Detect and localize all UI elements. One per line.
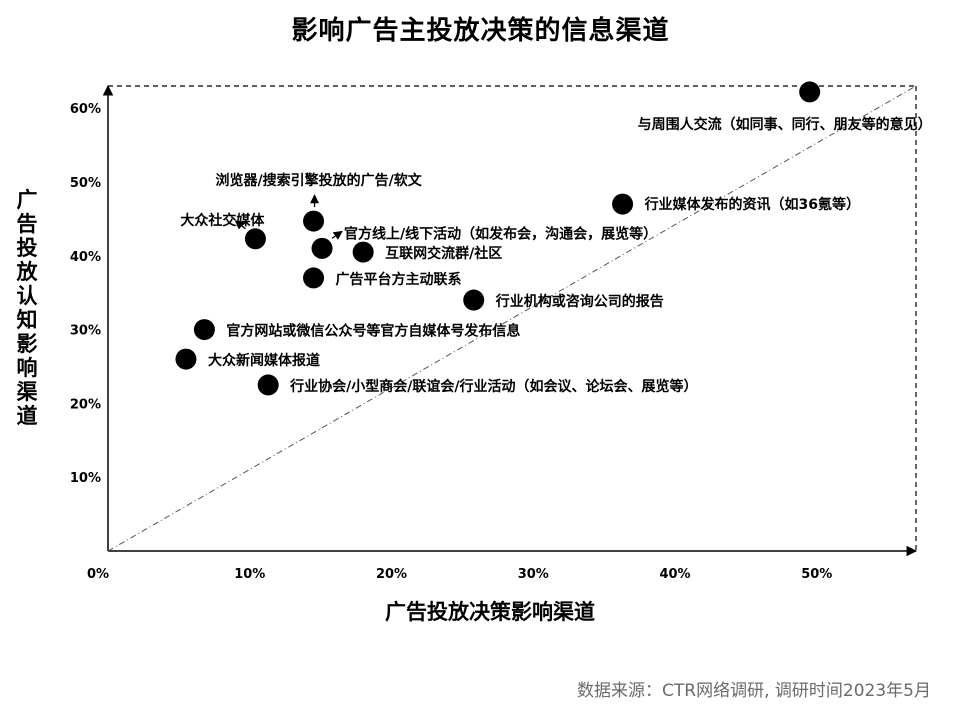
y-axis-label: 广告投放认知影响渠道 [16,188,38,428]
diagonal-reference-line [107,85,917,552]
data-point [193,319,215,341]
y-tick-label: 20% [70,397,101,412]
data-point [303,267,325,289]
data-point [257,374,279,396]
y-tick-label: 50% [70,176,101,191]
data-point-label: 浏览器/搜索引擎投放的广告/软文 [216,172,423,189]
source-note: 数据来源：CTR网络调研, 调研时间2023年5月 [577,681,931,701]
data-point [311,237,333,259]
data-point [303,210,325,232]
y-tick-label: 30% [70,324,101,339]
data-point-label: 行业协会/小型商会/联谊会/行业活动（如会议、论坛会、展览等） [289,378,697,395]
data-point-label: 官方线上/线下活动（如发布会，沟通会，展览等） [344,225,657,242]
data-point [463,289,485,311]
data-point-label: 大众新闻媒体报道 [208,352,320,369]
x-tick-label: 0% [87,567,109,582]
data-point-label: 与周围人交流（如同事、同行、朋友等的意见） [638,116,932,133]
data-point [175,348,197,370]
data-point-label: 行业机构或咨询公司的报告 [495,293,664,310]
y-tick-label: 60% [70,102,101,117]
data-point [612,193,634,215]
data-point [799,81,821,103]
y-tick-label: 40% [70,250,101,265]
data-point-label: 互联网交流群/社区 [385,245,502,262]
data-point-label: 广告平台方主动联系 [336,271,462,288]
x-tick-label: 20% [376,567,407,582]
y-tick-label: 10% [70,471,101,486]
data-point [352,241,374,263]
x-tick-label: 40% [659,567,690,582]
data-point-label: 行业媒体发布的资讯（如36氪等） [644,196,860,213]
data-point [244,228,266,250]
leader-arrow [331,230,343,240]
leader-arrow [234,220,246,230]
x-tick-label: 10% [234,567,265,582]
chart-title: 影响广告主投放决策的信息渠道 [291,16,670,46]
data-point-label: 官方网站或微信公众号等官方自媒体号发布信息 [226,323,520,340]
data-point-label: 大众社交媒体 [180,212,265,229]
x-axis-label: 广告投放决策影响渠道 [385,600,595,624]
x-tick-label: 30% [518,567,549,582]
x-tick-label: 50% [801,567,832,582]
